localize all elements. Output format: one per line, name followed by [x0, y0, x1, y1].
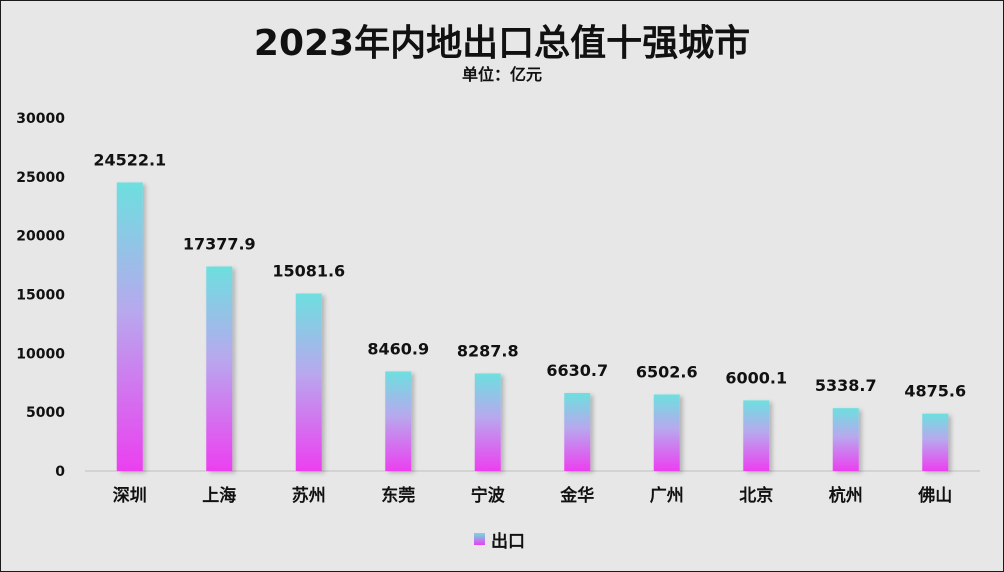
y-tick-label: 15000: [16, 288, 65, 304]
data-label: 6502.6: [636, 362, 698, 381]
bar: [116, 182, 143, 472]
data-label: 15081.6: [272, 262, 345, 281]
x-tick-label: 杭州: [829, 485, 863, 506]
bar: [743, 400, 770, 471]
data-labels: 24522.1 17377.9 15081.6 8460.9 8287.8 6630.7 6…: [93, 150, 966, 400]
y-tick-label: 20000: [16, 229, 65, 245]
bar: [832, 408, 859, 471]
data-label: 6630.7: [546, 361, 608, 380]
y-tick-label: 10000: [16, 346, 65, 362]
x-axis: 深圳 上海 苏州 东莞 宁波 金华 广州 北京 杭州 佛山: [113, 485, 953, 506]
data-label: 24522.1: [93, 150, 166, 169]
bar: [206, 266, 233, 471]
x-tick-label: 宁波: [471, 485, 506, 506]
x-tick-label: 深圳: [113, 485, 147, 506]
x-tick-label: 广州: [650, 485, 684, 506]
y-axis: 0 5000 10000 15000 20000 25000 30000: [16, 111, 65, 480]
bar: [922, 413, 949, 471]
legend-label: 出口: [491, 531, 525, 552]
bar-series: [116, 182, 949, 472]
y-tick-label: 5000: [26, 405, 65, 421]
x-tick-label: 北京: [739, 485, 773, 506]
y-tick-label: 25000: [16, 170, 65, 186]
y-tick-label: 30000: [16, 111, 65, 127]
x-tick-label: 佛山: [917, 485, 952, 506]
y-tick-label: 0: [55, 464, 65, 480]
x-tick-label: 东莞: [381, 485, 415, 506]
chart-subtitle: 单位：亿元: [462, 65, 542, 84]
x-tick-label: 上海: [202, 485, 236, 506]
bar: [295, 293, 322, 471]
data-label: 4875.6: [904, 382, 966, 401]
data-label: 5338.7: [815, 376, 877, 395]
data-label: 8460.9: [367, 339, 429, 358]
chart-title: 2023年内地出口总值十强城市: [254, 23, 750, 64]
x-tick-label: 金华: [559, 485, 594, 506]
data-label: 17377.9: [183, 235, 256, 254]
x-tick-label: 苏州: [292, 485, 326, 506]
legend: 出口: [474, 531, 525, 552]
bar: [474, 373, 501, 471]
legend-swatch: [474, 533, 485, 545]
data-label: 8287.8: [457, 341, 519, 360]
bar: [564, 392, 591, 471]
bar: [653, 394, 680, 471]
bar: [385, 371, 412, 471]
data-label: 6000.1: [725, 368, 787, 387]
